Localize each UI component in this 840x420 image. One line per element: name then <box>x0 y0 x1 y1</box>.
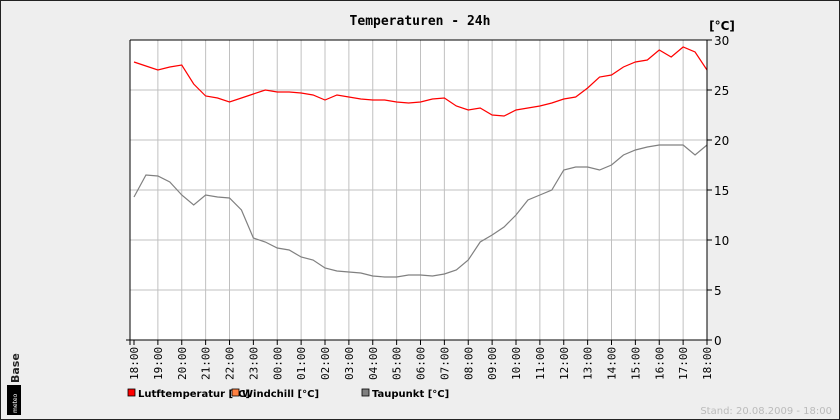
x-tick-label: 16:00 <box>653 347 666 380</box>
x-tick-label: 02:00 <box>319 347 332 380</box>
legend-label: Taupunkt [°C] <box>372 389 449 400</box>
x-tick-label: 12:00 <box>558 347 571 380</box>
x-tick-label: 23:00 <box>247 347 260 380</box>
x-tick-label: 21:00 <box>200 347 213 380</box>
x-tick-label: 08:00 <box>462 347 475 380</box>
x-tick-label: 20:00 <box>176 347 189 380</box>
x-tick-label: 22:00 <box>224 347 237 380</box>
legend-swatch <box>231 388 240 397</box>
svg-text:Base: Base <box>9 353 21 383</box>
y-tick-label: 0 <box>714 334 722 348</box>
x-tick-label: 11:00 <box>534 347 547 380</box>
legend-label: Lutftemperatur [°C] <box>138 389 250 400</box>
legend-label: Windchill [°C] <box>242 389 319 400</box>
legend-swatch <box>127 388 136 397</box>
x-tick-label: 04:00 <box>367 347 380 380</box>
x-tick-label: 19:00 <box>152 347 165 380</box>
x-tick-label: 17:00 <box>677 347 690 380</box>
x-tick-label: 18:00 <box>701 347 714 380</box>
y-tick-label: 15 <box>714 184 729 198</box>
series-line-0 <box>133 46 708 117</box>
y-tick-label: 10 <box>714 234 729 248</box>
legend-swatch <box>361 388 370 397</box>
x-tick-label: 03:00 <box>343 347 356 380</box>
y-tick-label: 30 <box>714 34 729 48</box>
x-tick-label: 09:00 <box>486 347 499 380</box>
x-tick-label: 07:00 <box>438 347 451 380</box>
timestamp: Stand: 20.08.2009 - 18:00 <box>700 406 832 417</box>
x-tick-label: 00:00 <box>271 347 284 380</box>
x-tick-label: 01:00 <box>295 347 308 380</box>
y-tick-label: 5 <box>714 284 722 298</box>
y-tick-label: 25 <box>714 84 729 98</box>
x-tick-label: 18:00 <box>128 347 141 380</box>
x-tick-label: 15:00 <box>629 347 642 380</box>
x-tick-label: 05:00 <box>391 347 404 380</box>
x-tick-label: 06:00 <box>415 347 428 380</box>
x-tick-label: 13:00 <box>582 347 595 380</box>
chart-title: Temperaturen - 24h <box>350 14 491 29</box>
x-tick-label: 14:00 <box>606 347 619 380</box>
y-axis-label: [°C] <box>709 19 735 33</box>
series-line-2 <box>133 144 708 278</box>
x-tick-label: 10:00 <box>510 347 523 380</box>
svg-text:meteo: meteo <box>12 393 19 413</box>
y-tick-label: 20 <box>714 134 729 148</box>
meteobase-logo: meteo Base <box>7 345 21 415</box>
